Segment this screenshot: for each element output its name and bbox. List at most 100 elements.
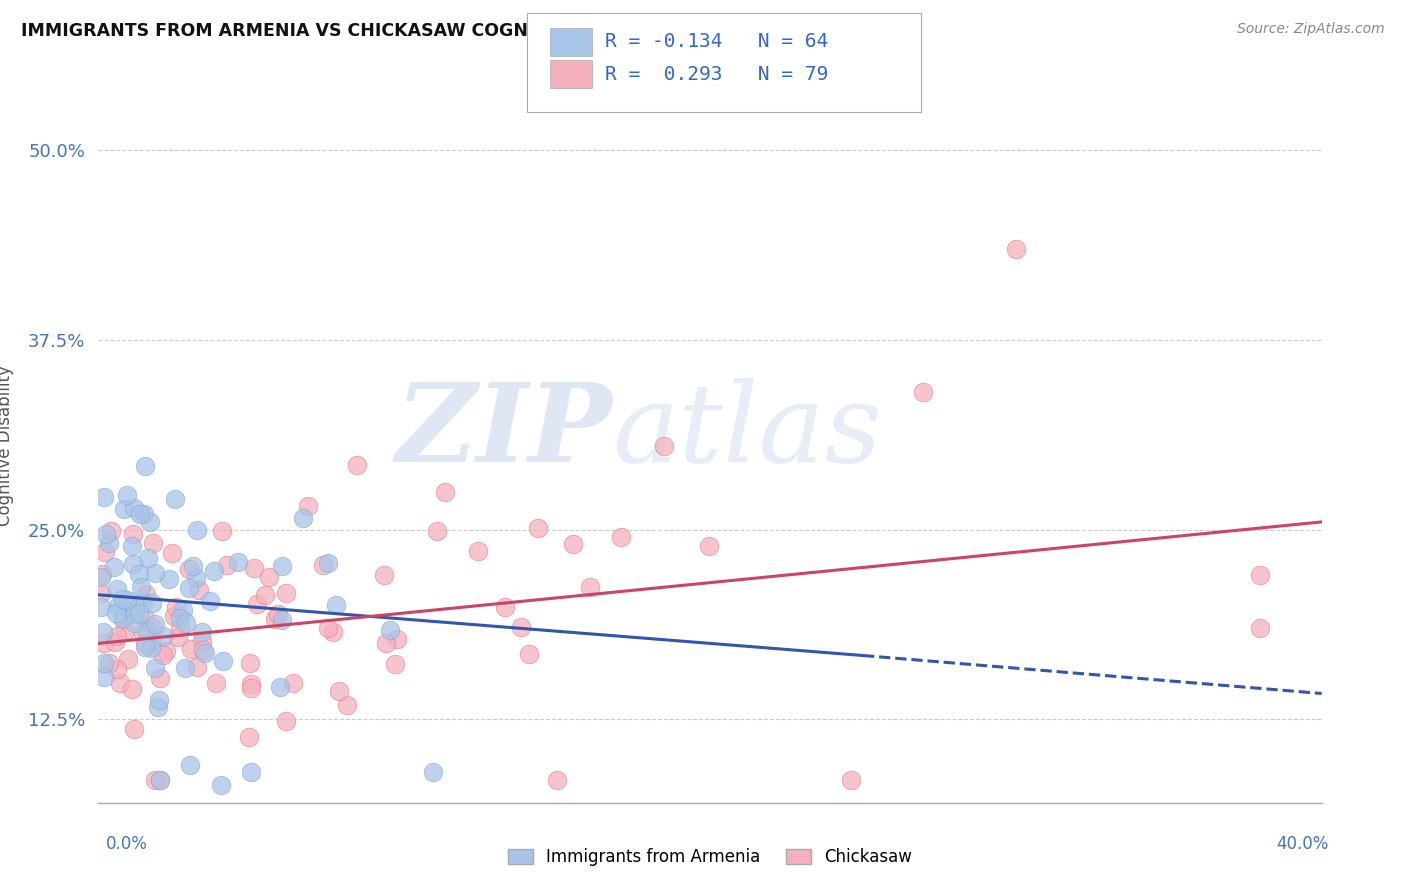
Point: [212, 654, 235, 668]
Point: [316, 557, 339, 571]
Point: [143, 566, 166, 581]
Point: [134, 507, 156, 521]
Point: [142, 621, 165, 635]
Point: [336, 698, 359, 713]
Point: [211, 524, 233, 538]
Point: [269, 680, 291, 694]
Point: [124, 723, 146, 737]
Point: [128, 566, 150, 581]
Point: [202, 564, 225, 578]
Point: [186, 660, 208, 674]
Point: [526, 521, 548, 535]
Point: [103, 560, 125, 574]
Point: [328, 684, 350, 698]
Point: [374, 635, 396, 649]
Point: [169, 620, 191, 634]
Point: [325, 598, 347, 612]
Point: [312, 558, 335, 572]
Point: [145, 772, 167, 787]
Point: [105, 628, 128, 642]
Point: [276, 586, 298, 600]
Point: [141, 596, 163, 610]
Point: [112, 591, 135, 606]
Point: [426, 524, 449, 538]
Point: [243, 561, 266, 575]
Point: [91, 624, 114, 639]
Point: [1004, 242, 1026, 256]
Point: [190, 634, 212, 648]
Point: [107, 662, 129, 676]
Point: [121, 539, 143, 553]
Point: [93, 490, 115, 504]
Point: [93, 670, 115, 684]
Point: [163, 609, 186, 624]
Point: [94, 545, 117, 559]
Point: [316, 621, 339, 635]
Point: [105, 582, 128, 596]
Point: [385, 632, 408, 646]
Point: [179, 757, 201, 772]
Point: [115, 593, 138, 607]
Point: [114, 624, 136, 638]
Point: [112, 502, 135, 516]
Point: [281, 675, 304, 690]
Point: [180, 642, 202, 657]
Text: IMMIGRANTS FROM ARMENIA VS CHICKASAW COGNITIVE DISABILITY CORRELATION CHART: IMMIGRANTS FROM ARMENIA VS CHICKASAW COG…: [21, 22, 908, 40]
Point: [165, 599, 187, 614]
Point: [509, 620, 531, 634]
Point: [1249, 621, 1271, 635]
Point: [122, 500, 145, 515]
Point: [94, 526, 117, 541]
Point: [134, 637, 156, 651]
Point: [134, 640, 156, 654]
Point: [111, 610, 134, 624]
Point: [149, 772, 172, 787]
Point: [322, 625, 344, 640]
Point: [494, 600, 516, 615]
Point: [172, 603, 194, 617]
Point: [149, 671, 172, 685]
Point: [193, 646, 215, 660]
Point: [179, 562, 201, 576]
Point: [562, 537, 585, 551]
Point: [98, 536, 121, 550]
Point: [134, 611, 156, 625]
Point: [100, 524, 122, 538]
Point: [346, 458, 368, 473]
Point: [254, 588, 277, 602]
Point: [190, 625, 212, 640]
Point: [610, 530, 633, 544]
Point: [579, 580, 602, 594]
Point: [139, 515, 162, 529]
Point: [93, 656, 115, 670]
Point: [422, 765, 444, 780]
Point: [267, 607, 290, 621]
Point: [136, 551, 159, 566]
Point: [135, 587, 157, 601]
Point: [200, 593, 222, 607]
Point: [90, 599, 112, 614]
Point: [239, 656, 262, 670]
Point: [546, 772, 568, 787]
Point: [141, 641, 163, 656]
Legend: Immigrants from Armenia, Chickasaw: Immigrants from Armenia, Chickasaw: [502, 842, 918, 873]
Text: R = -0.134   N = 64: R = -0.134 N = 64: [605, 32, 828, 52]
Point: [191, 643, 214, 657]
Point: [264, 612, 287, 626]
Point: [380, 623, 402, 637]
Point: [98, 656, 121, 670]
Y-axis label: Cognitive Disability: Cognitive Disability: [0, 366, 14, 526]
Text: 0.0%: 0.0%: [105, 835, 148, 853]
Point: [174, 616, 197, 631]
Point: [134, 459, 156, 474]
Point: [104, 606, 127, 620]
Point: [142, 535, 165, 549]
Point: [155, 644, 177, 658]
Point: [152, 630, 174, 644]
Point: [157, 572, 180, 586]
Point: [90, 586, 112, 600]
Point: [135, 624, 157, 638]
Point: [188, 583, 211, 598]
Point: [122, 616, 145, 631]
Point: [467, 544, 489, 558]
